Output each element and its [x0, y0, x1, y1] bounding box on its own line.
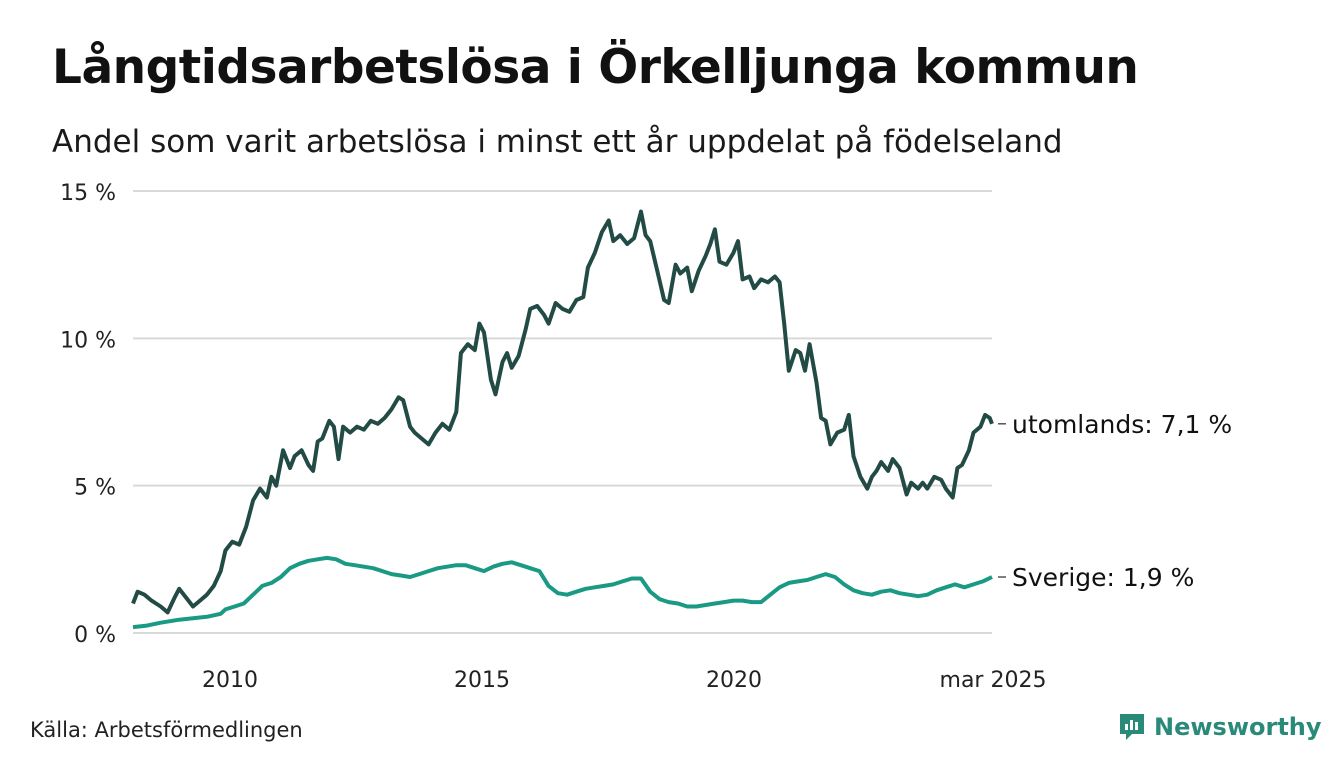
- x-tick-label: 2015: [454, 668, 510, 693]
- gridlines: [133, 190, 992, 634]
- series-line-utomlands: [131, 209, 994, 615]
- chart-subtitle: Andel som varit arbetslösa i minst ett å…: [52, 124, 1063, 160]
- series-end-label: utomlands: 7,1 %: [1012, 410, 1232, 439]
- x-tick-label: 2020: [706, 668, 762, 693]
- y-axis-ticks: 0 % 5 % 10 % 15 %: [60, 181, 116, 648]
- brand-name: Newsworthy: [1154, 713, 1322, 741]
- series-labels: utomlands: 7,1 % Sverige: 1,9 %: [998, 410, 1232, 592]
- y-tick-label: 10 %: [60, 328, 116, 353]
- source-note: Källa: Arbetsförmedlingen: [30, 718, 303, 742]
- brand-logo: Newsworthy: [1118, 712, 1322, 742]
- y-tick-label: 5 %: [74, 476, 116, 501]
- x-axis-ticks: 2010 2015 2020 mar 2025: [202, 668, 1046, 693]
- series-line-sverige: [132, 555, 993, 630]
- series-lines: [131, 209, 994, 630]
- y-tick-label: 0 %: [74, 623, 116, 648]
- x-tick-label: 2010: [202, 668, 258, 693]
- series-end-label: Sverige: 1,9 %: [1012, 563, 1194, 592]
- chart-title: Långtidsarbetslösa i Örkelljunga kommun: [52, 40, 1139, 95]
- x-tick-label: mar 2025: [940, 668, 1047, 693]
- y-tick-label: 15 %: [60, 181, 116, 206]
- newsworthy-logo-icon: [1120, 714, 1144, 740]
